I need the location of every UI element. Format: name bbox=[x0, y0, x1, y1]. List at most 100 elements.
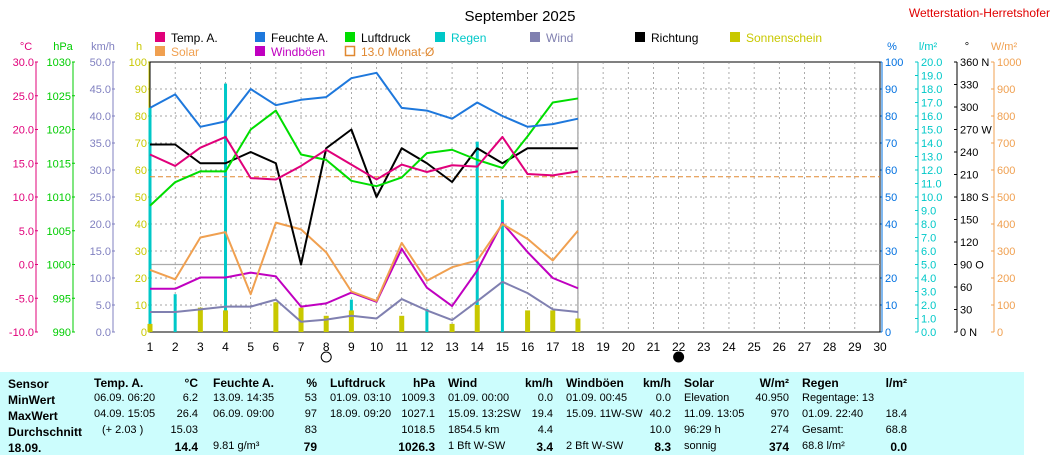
sunshine-bar bbox=[525, 310, 531, 332]
temp-row-value: 15.03 bbox=[170, 424, 198, 436]
axis-unit: °C bbox=[20, 41, 32, 53]
axis-tick-label: 60 bbox=[135, 165, 147, 177]
axis-tick-label: 40.0 bbox=[90, 111, 111, 123]
axis-tick-label: 210 bbox=[960, 170, 978, 182]
axis-tick-label: 90 bbox=[885, 84, 897, 96]
x-tick-label: 27 bbox=[798, 340, 812, 354]
row-label-min: MinWert bbox=[8, 393, 56, 407]
axis-tick-label: 20 bbox=[885, 273, 897, 285]
axis-tick-label: 12.0 bbox=[921, 165, 942, 177]
axis-tick-label: 15.0 bbox=[90, 246, 111, 258]
rain-bar bbox=[224, 83, 228, 332]
solar-header: Solar bbox=[684, 376, 715, 390]
x-tick-label: 17 bbox=[546, 340, 560, 354]
series-line-solar bbox=[149, 221, 579, 302]
wind-column: Wind km/h 01.09. 00:00 0.0 15.09. 13:2SW 19.4… bbox=[448, 372, 553, 455]
axis-tick-label: 1005 bbox=[47, 226, 71, 238]
axis-tick-label: 400 bbox=[997, 219, 1015, 231]
axis-tick-label: 300 bbox=[960, 102, 978, 114]
axis-tick-label: 30 bbox=[960, 305, 972, 317]
x-tick-label: 22 bbox=[672, 340, 686, 354]
axis-unit: l/m² bbox=[919, 41, 938, 53]
axis-tick-label: 16.0 bbox=[921, 111, 942, 123]
solar-row-value: 274 bbox=[770, 424, 789, 436]
axis-tick-label: 20.0 bbox=[90, 219, 111, 231]
wind-unit: km/h bbox=[524, 376, 553, 390]
x-tick-label: 3 bbox=[197, 340, 204, 354]
axis-tick-label: 270 W bbox=[960, 125, 992, 137]
legend-swatch bbox=[730, 32, 740, 42]
axis-tick-label: 100 bbox=[997, 300, 1015, 312]
regen-row-label: 68.8 l/m² bbox=[802, 440, 845, 452]
axis-tick-label: 15.0 bbox=[13, 158, 34, 170]
axis-tick-label: 7.0 bbox=[921, 233, 936, 245]
x-tick-label: 21 bbox=[647, 340, 661, 354]
x-tick-label: 2 bbox=[172, 340, 179, 354]
rain-bar bbox=[500, 199, 504, 332]
solar-row-value: 374 bbox=[768, 440, 789, 454]
solar-row-label: 96:29 h bbox=[684, 424, 721, 436]
axis-tick-label: 4.0 bbox=[921, 273, 936, 285]
luftdruck-row-label: 01.09. 03:10 bbox=[330, 392, 392, 404]
sensor-column: Sensor MinWert MaxWert Durchschnitt 18.0… bbox=[8, 372, 88, 455]
regen-column: Regen l/m² Regentage: 13 01.09. 22:40 18.4 Ge… bbox=[802, 372, 907, 455]
axis-tick-label: 14.0 bbox=[921, 138, 942, 150]
legend-swatch bbox=[155, 46, 165, 56]
axis-tick-label: 100 bbox=[129, 57, 147, 69]
row-label-max: MaxWert bbox=[8, 409, 58, 423]
axis-tick-label: 120 bbox=[960, 237, 978, 249]
axis-tick-label: 0 bbox=[997, 327, 1003, 339]
feuchte-row-label: 13.09. 14:35 bbox=[213, 392, 275, 404]
axis-tick-label: 80 bbox=[885, 111, 897, 123]
axis-tick-label: 800 bbox=[997, 111, 1015, 123]
legend-label: Wind bbox=[546, 31, 573, 45]
axis-tick-label: 600 bbox=[997, 165, 1015, 177]
axis-unit: km/h bbox=[91, 41, 115, 53]
luftdruck-column: Luftdruck hPa 01.09. 03:10 1009.3 18.09. 09:… bbox=[330, 372, 435, 455]
x-tick-label: 25 bbox=[747, 340, 761, 354]
axis-tick-label: 40 bbox=[135, 219, 147, 231]
wind-row-label: 1 Bft W-SW bbox=[448, 440, 506, 452]
axis-tick-label: 3.0 bbox=[921, 287, 936, 299]
luftdruck-header: Luftdruck bbox=[330, 376, 386, 390]
solar-row-label: 11.09. 13:05 bbox=[684, 408, 745, 420]
axis-tick-label: 9.0 bbox=[921, 206, 936, 218]
sunshine-bar bbox=[550, 310, 556, 332]
feuchte-row-label: 9.81 g/m³ bbox=[213, 440, 260, 452]
solar-row-label: Elevation bbox=[684, 392, 730, 404]
x-tick-label: 16 bbox=[521, 340, 535, 354]
x-tick-label: 12 bbox=[420, 340, 434, 354]
sunshine-bar bbox=[474, 305, 480, 332]
x-tick-label: 15 bbox=[496, 340, 510, 354]
axis-tick-label: 20.0 bbox=[13, 125, 34, 137]
sunshine-bar bbox=[197, 307, 203, 332]
row-label-current: 18.09. bbox=[8, 441, 42, 455]
station-name: Wetterstation-Herretshofer bbox=[909, 6, 1050, 20]
chart-title: September 2025 bbox=[465, 8, 576, 25]
legend-swatch bbox=[155, 32, 165, 42]
axis-tick-label: 80 bbox=[135, 111, 147, 123]
x-tick-label: 30 bbox=[873, 340, 887, 354]
x-tick-label: 19 bbox=[596, 340, 610, 354]
wind-row-value: 0.0 bbox=[537, 392, 553, 404]
temp-row-value: 14.4 bbox=[174, 440, 198, 454]
axis-tick-label: 0.0 bbox=[19, 260, 34, 272]
wind-header: Wind bbox=[448, 376, 478, 390]
plot-area bbox=[147, 61, 881, 333]
legend-label: Temp. A. bbox=[171, 31, 218, 45]
windboeen-row-value: 40.2 bbox=[649, 408, 671, 420]
legend-swatch bbox=[344, 45, 356, 57]
solar-column: Solar W/m² Elevation 40.950 11.09. 13:05 970 9… bbox=[684, 372, 789, 455]
solar-unit: W/m² bbox=[759, 376, 789, 390]
regen-row-label: Regentage: 13 bbox=[802, 392, 875, 404]
axis-tick-label: 1000 bbox=[47, 260, 71, 272]
x-tick-label: 23 bbox=[697, 340, 711, 354]
axis-tick-label: 90 O bbox=[960, 260, 984, 272]
windboeen-row-value: 0.0 bbox=[655, 392, 671, 404]
windboeen-row-label: 2 Bft W-SW bbox=[566, 440, 624, 452]
legend-swatch bbox=[635, 32, 645, 42]
axis-tick-label: 1010 bbox=[47, 192, 71, 204]
rain-bar bbox=[148, 107, 152, 333]
legend-label: Luftdruck bbox=[361, 31, 411, 45]
axis-tick-label: 900 bbox=[997, 84, 1015, 96]
